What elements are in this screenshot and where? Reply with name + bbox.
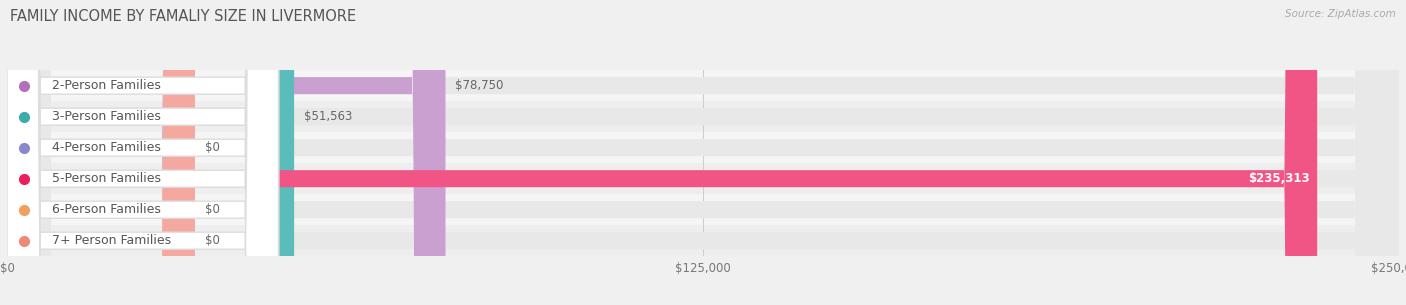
FancyBboxPatch shape bbox=[7, 0, 1399, 305]
Text: $0: $0 bbox=[205, 141, 219, 154]
Text: $235,313: $235,313 bbox=[1249, 172, 1310, 185]
FancyBboxPatch shape bbox=[7, 0, 1317, 305]
FancyBboxPatch shape bbox=[7, 0, 294, 305]
FancyBboxPatch shape bbox=[7, 0, 195, 305]
Bar bbox=[7, 70, 1399, 101]
FancyBboxPatch shape bbox=[7, 0, 278, 305]
Text: $0: $0 bbox=[205, 234, 219, 247]
FancyBboxPatch shape bbox=[7, 0, 278, 305]
Bar bbox=[7, 132, 1399, 163]
Bar bbox=[7, 194, 1399, 225]
FancyBboxPatch shape bbox=[7, 0, 1399, 305]
Text: 5-Person Families: 5-Person Families bbox=[52, 172, 160, 185]
FancyBboxPatch shape bbox=[7, 0, 1399, 305]
FancyBboxPatch shape bbox=[7, 0, 278, 305]
Text: 3-Person Families: 3-Person Families bbox=[52, 110, 160, 123]
FancyBboxPatch shape bbox=[7, 0, 278, 305]
Text: 4-Person Families: 4-Person Families bbox=[52, 141, 160, 154]
FancyBboxPatch shape bbox=[7, 0, 195, 305]
Bar bbox=[7, 101, 1399, 132]
Bar bbox=[7, 163, 1399, 194]
FancyBboxPatch shape bbox=[7, 0, 1399, 305]
FancyBboxPatch shape bbox=[7, 0, 278, 305]
FancyBboxPatch shape bbox=[7, 0, 1399, 305]
FancyBboxPatch shape bbox=[7, 0, 1399, 305]
Text: $51,563: $51,563 bbox=[304, 110, 353, 123]
Text: Source: ZipAtlas.com: Source: ZipAtlas.com bbox=[1285, 9, 1396, 19]
Text: 6-Person Families: 6-Person Families bbox=[52, 203, 160, 216]
Text: 7+ Person Families: 7+ Person Families bbox=[52, 234, 170, 247]
Text: 2-Person Families: 2-Person Families bbox=[52, 79, 160, 92]
FancyBboxPatch shape bbox=[7, 0, 278, 305]
FancyBboxPatch shape bbox=[7, 0, 446, 305]
FancyBboxPatch shape bbox=[7, 0, 195, 305]
Bar bbox=[7, 225, 1399, 256]
Text: FAMILY INCOME BY FAMALIY SIZE IN LIVERMORE: FAMILY INCOME BY FAMALIY SIZE IN LIVERMO… bbox=[10, 9, 356, 24]
Text: $78,750: $78,750 bbox=[456, 79, 503, 92]
Text: $0: $0 bbox=[205, 203, 219, 216]
